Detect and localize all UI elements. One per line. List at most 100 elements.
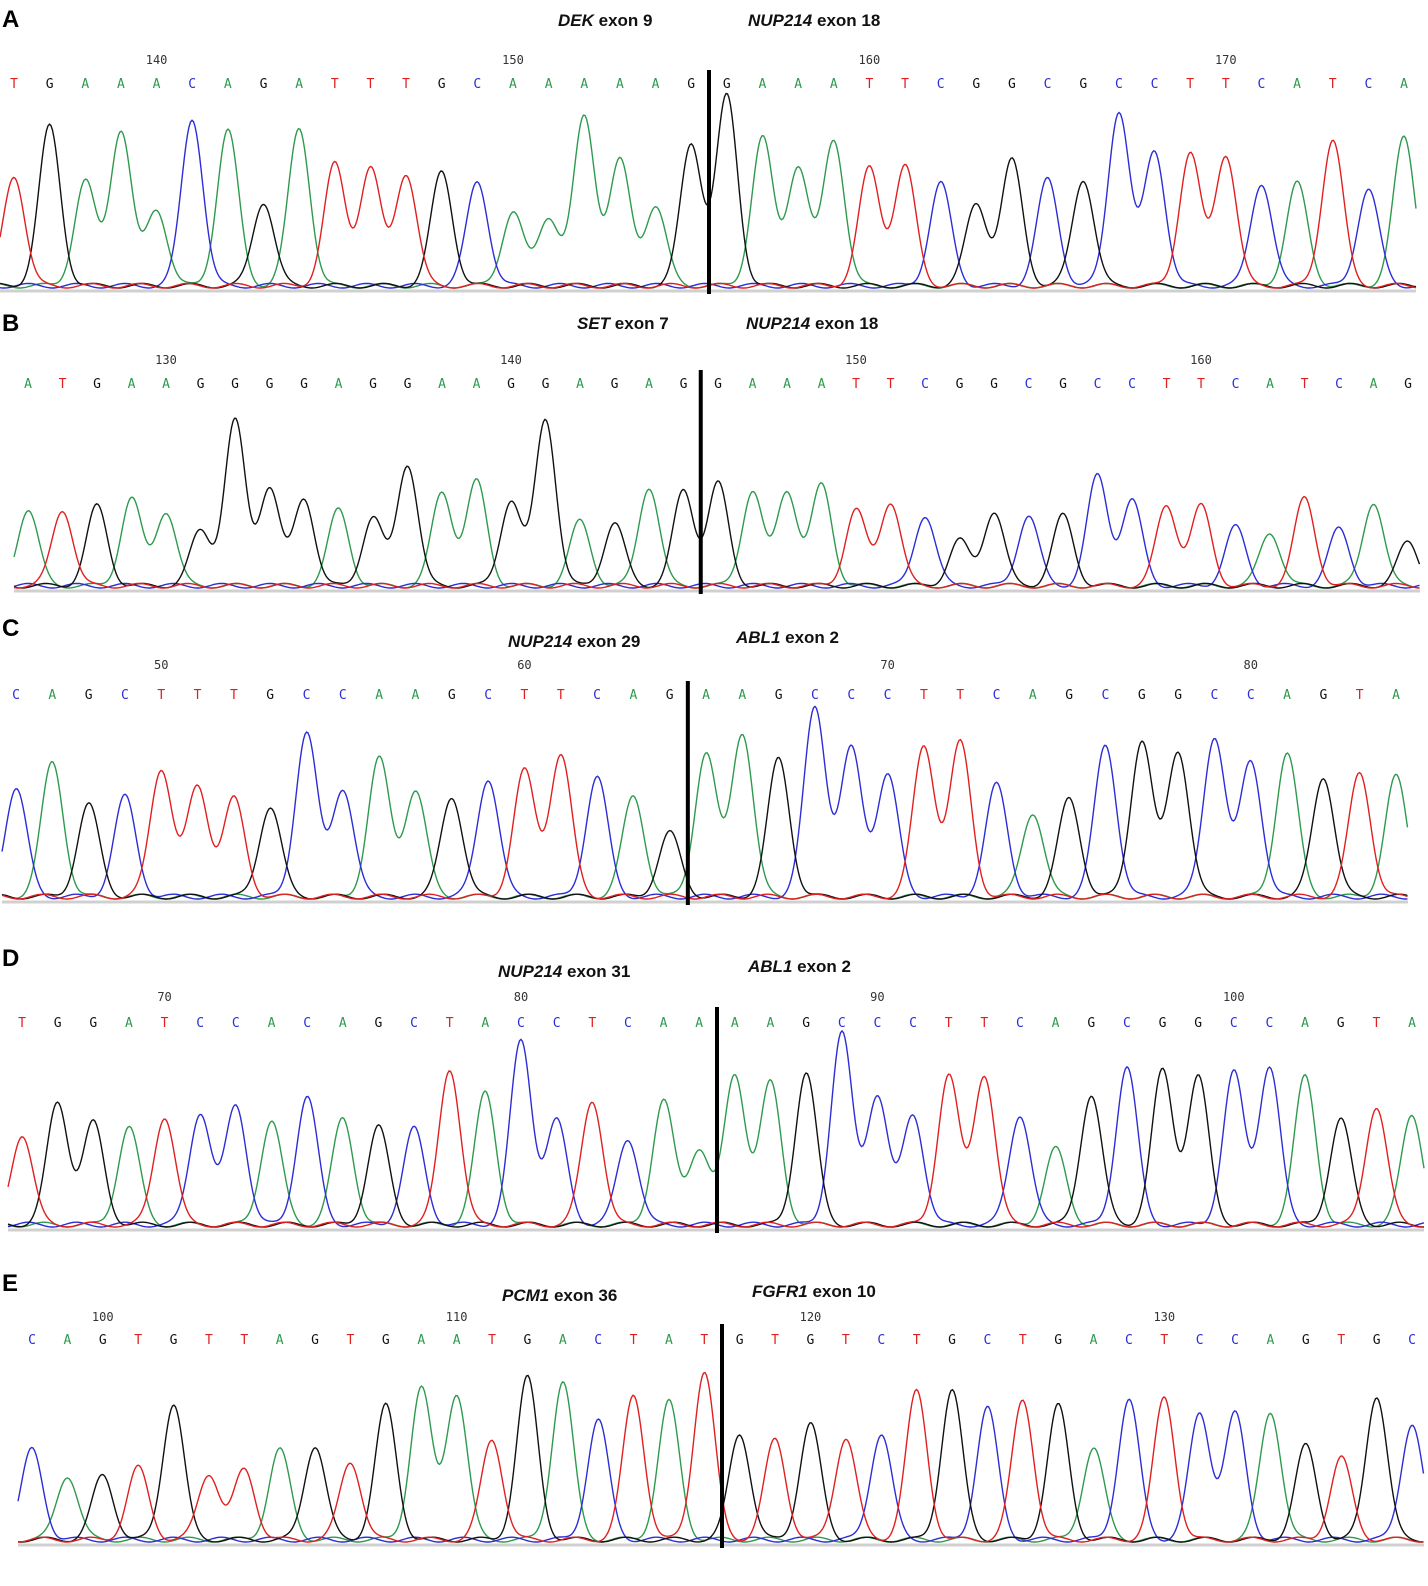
base-call-G: G [266, 688, 274, 703]
base-call-A: A [749, 377, 757, 392]
base-call-C: C [594, 1333, 602, 1348]
panel-letter: A [2, 6, 20, 33]
base-call-G: G [197, 377, 205, 392]
left-gene-name: DEK [558, 11, 594, 30]
position-tick-label: 130 [1153, 1310, 1175, 1324]
base-call-T: T [557, 688, 565, 703]
base-call-C: C [1123, 1016, 1131, 1031]
base-call-G: G [1302, 1333, 1310, 1348]
base-call-A: A [759, 77, 767, 92]
base-call-A: A [1267, 1333, 1275, 1348]
base-call-T: T [1337, 1333, 1345, 1348]
base-call-A: A [738, 688, 746, 703]
position-tick-label: 160 [1190, 353, 1212, 367]
base-call-G: G [1319, 688, 1327, 703]
base-call-G: G [1087, 1016, 1095, 1031]
base-call-G: G [369, 377, 377, 392]
base-call-A: A [412, 688, 420, 703]
base-call-C: C [1231, 1333, 1239, 1348]
base-call-A: A [629, 688, 637, 703]
base-call-A: A [438, 377, 446, 392]
right-exon-label: exon 2 [797, 957, 851, 976]
base-call-T: T [240, 1333, 248, 1348]
base-call-T: T [956, 688, 964, 703]
base-call-C: C [196, 1016, 204, 1031]
base-call-C: C [339, 688, 347, 703]
base-call-G: G [404, 377, 412, 392]
base-call-C: C [12, 688, 20, 703]
base-call-C: C [28, 1333, 36, 1348]
base-call-G: G [990, 377, 998, 392]
base-call-G: G [1194, 1016, 1202, 1031]
chromatogram-a: 140 150 160 170 T G A A A C A G A T T T G C A A A A A G G A A A T T C G… [0, 53, 1417, 294]
position-tick-label: 100 [1223, 990, 1245, 1004]
base-call-C: C [1335, 377, 1343, 392]
base-call-C: C [937, 77, 945, 92]
right-gene-name: ABL1 [748, 957, 793, 976]
trace-T [13, 495, 1420, 589]
base-call-T: T [1186, 77, 1194, 92]
base-call-T: T [852, 377, 860, 392]
base-call-A: A [417, 1333, 425, 1348]
right-fusion-label: FGFR1 exon 10 [752, 1282, 876, 1302]
base-call-T: T [161, 1016, 169, 1031]
base-call-A: A [117, 77, 125, 92]
trace-T [1, 738, 1408, 900]
right-gene-name: NUP214 [746, 314, 811, 333]
position-tick-label: 70 [880, 658, 894, 672]
base-call-T: T [588, 1016, 596, 1031]
base-call-G: G [260, 77, 268, 92]
base-call-T: T [488, 1333, 496, 1348]
position-tick-label: 110 [446, 1310, 468, 1324]
base-call-A: A [375, 688, 383, 703]
base-call-G: G [948, 1333, 956, 1348]
panel-letter: B [2, 310, 20, 337]
base-call-G: G [1008, 77, 1016, 92]
panel-d: D NUP214 exon 31 ABL1 exon 2 70 80 90 100 T G… [0, 945, 1428, 1237]
position-tick-label: 70 [157, 990, 171, 1004]
base-call-C: C [1232, 377, 1240, 392]
left-fusion-label: NUP214 exon 29 [508, 632, 640, 652]
base-call-G: G [1404, 377, 1412, 392]
base-call-G: G [775, 688, 783, 703]
position-tick-label: 80 [1244, 658, 1258, 672]
base-call-A: A [580, 77, 588, 92]
base-call-T: T [1197, 377, 1205, 392]
position-tick-label: 120 [800, 1310, 822, 1324]
base-call-G: G [1059, 377, 1067, 392]
right-gene-name: FGFR1 [752, 1282, 808, 1301]
base-call-G: G [542, 377, 550, 392]
left-exon-label: exon 31 [567, 962, 631, 981]
base-call-G: G [523, 1333, 531, 1348]
base-call-A: A [783, 377, 791, 392]
base-call-C: C [1094, 377, 1102, 392]
base-call-A: A [1400, 77, 1408, 92]
base-call-C: C [303, 1016, 311, 1031]
base-call-A: A [1266, 377, 1274, 392]
trace-G [1, 740, 1408, 900]
base-call-A: A [1283, 688, 1291, 703]
base-call-C: C [873, 1016, 881, 1031]
left-gene-name: SET [577, 314, 611, 333]
base-call-C: C [593, 688, 601, 703]
base-call-A: A [818, 377, 826, 392]
base-call-A: A [335, 377, 343, 392]
base-call-A: A [1370, 377, 1378, 392]
base-call-A: A [268, 1016, 276, 1031]
base-call-T: T [366, 77, 374, 92]
base-call-T: T [157, 688, 165, 703]
base-call-T: T [205, 1333, 213, 1348]
trace-A [1, 733, 1409, 900]
base-call-G: G [680, 377, 688, 392]
left-gene-name: NUP214 [498, 962, 563, 981]
base-call-C: C [983, 1333, 991, 1348]
left-exon-label: exon 29 [577, 632, 641, 651]
base-call-T: T [230, 688, 238, 703]
base-call-C: C [517, 1016, 525, 1031]
base-call-A: A [695, 1016, 703, 1031]
base-call-C: C [838, 1016, 846, 1031]
base-call-A: A [473, 377, 481, 392]
left-fusion-label: NUP214 exon 31 [498, 962, 630, 982]
position-tick-label: 100 [92, 1310, 114, 1324]
base-call-C: C [473, 77, 481, 92]
